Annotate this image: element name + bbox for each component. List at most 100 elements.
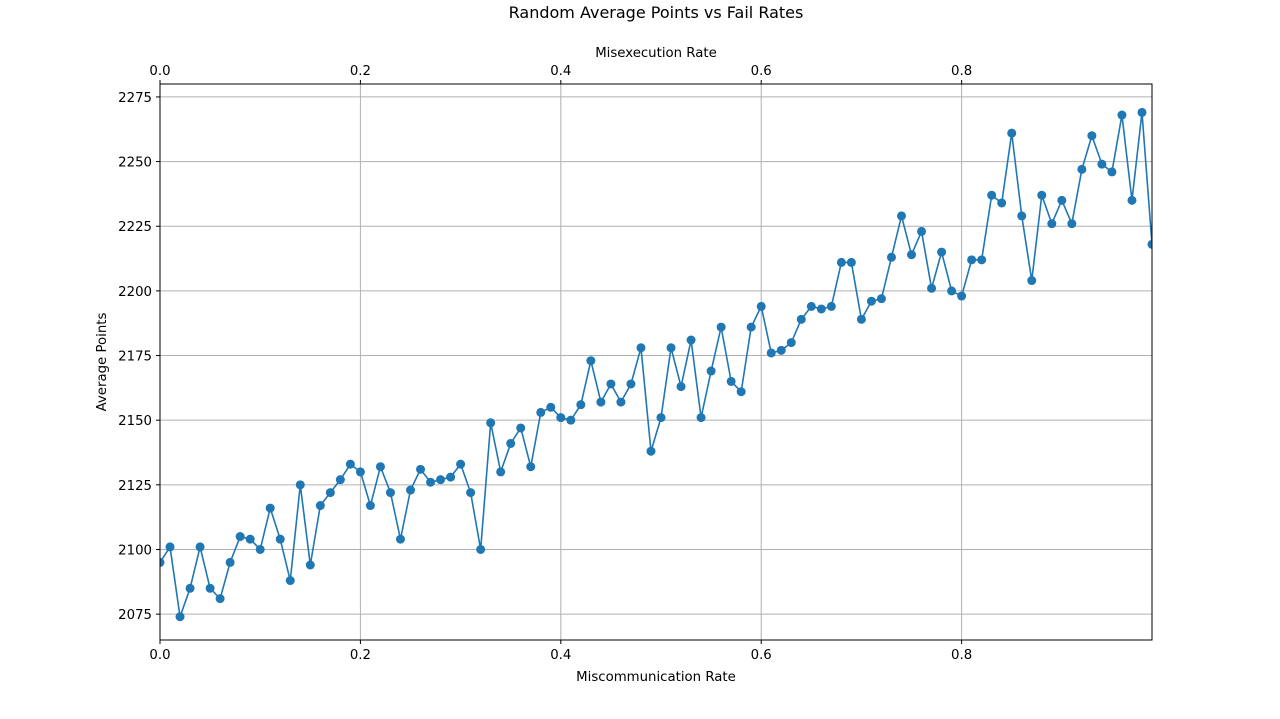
data-point <box>706 366 716 376</box>
data-point <box>836 257 846 267</box>
data-point <box>796 314 806 324</box>
data-point <box>726 376 736 386</box>
data-point <box>275 534 285 544</box>
x-axis-title: Miscommunication Rate <box>576 670 736 685</box>
data-point <box>917 226 927 236</box>
data-point <box>856 314 866 324</box>
data-point <box>1097 159 1107 169</box>
x2-tick-label: 0.8 <box>951 64 972 79</box>
y-tick-label: 2075 <box>118 608 152 623</box>
x2-tick-label: 0.2 <box>350 64 371 79</box>
data-point <box>205 583 215 593</box>
y-tick-label: 2200 <box>118 285 152 300</box>
data-point <box>285 576 295 586</box>
data-point <box>195 542 205 552</box>
x-tick-label: 0.6 <box>751 648 772 663</box>
chart-title: Random Average Points vs Fail Rates <box>509 3 804 22</box>
x2-tick-label: 0.0 <box>149 64 170 79</box>
y-axis-title: Average Points <box>95 313 110 412</box>
x2-axis-title: Misexecution Rate <box>595 46 717 61</box>
data-point <box>496 467 506 477</box>
data-point <box>456 459 466 469</box>
y-tick-label: 2250 <box>118 156 152 171</box>
data-point <box>355 467 365 477</box>
data-point <box>165 542 175 552</box>
data-point <box>967 255 977 265</box>
data-point <box>1127 195 1137 205</box>
data-point <box>406 485 416 495</box>
data-point <box>1017 211 1027 221</box>
data-point <box>846 257 856 267</box>
data-point <box>937 247 947 257</box>
data-point <box>676 382 686 392</box>
data-point <box>606 379 616 389</box>
data-point <box>215 594 225 604</box>
data-point <box>476 544 486 554</box>
data-point <box>766 348 776 358</box>
data-point <box>526 462 536 472</box>
data-point <box>375 462 385 472</box>
data-point <box>1057 195 1067 205</box>
x-tick-label: 0.2 <box>350 648 371 663</box>
axes: 0.0 0.2 0.4 0.6 0.8 0.0 0.2 0.4 0.6 0.8 2075 2100 21… <box>118 64 972 663</box>
data-point <box>1117 110 1127 120</box>
data-point <box>436 475 446 485</box>
data-point <box>736 387 746 397</box>
x2-tick-label: 0.4 <box>550 64 571 79</box>
data-point <box>416 464 426 474</box>
data-point <box>1077 164 1087 174</box>
data-point <box>786 338 796 348</box>
data-point <box>636 343 646 353</box>
data-point <box>1007 128 1017 138</box>
data-point <box>1037 190 1047 200</box>
data-point <box>616 397 626 407</box>
data-point <box>315 501 325 511</box>
data-point <box>866 296 876 306</box>
data-point <box>160 557 165 567</box>
y-tick-label: 2125 <box>118 479 152 494</box>
data-point <box>666 343 676 353</box>
data-point <box>225 557 235 567</box>
x-tick-label: 0.8 <box>951 648 972 663</box>
data-point <box>516 423 526 433</box>
data-point <box>626 379 636 389</box>
x2-tick-label: 0.6 <box>751 64 772 79</box>
data-point <box>325 488 335 498</box>
data-point <box>345 459 355 469</box>
data-point <box>907 250 917 260</box>
data-point <box>776 345 786 355</box>
data-point <box>896 211 906 221</box>
data-point <box>927 283 937 293</box>
data-point <box>716 322 726 332</box>
data-point <box>696 413 706 423</box>
data-point <box>556 413 566 423</box>
data-point <box>1027 276 1037 286</box>
y-tick-label: 2150 <box>118 414 152 429</box>
data-point <box>1147 239 1152 249</box>
data-point <box>185 583 195 593</box>
data-point <box>646 446 656 456</box>
plot-frame <box>159 83 1153 641</box>
data-point <box>586 356 596 366</box>
data-point <box>1087 131 1097 141</box>
data-point <box>596 397 606 407</box>
data-point <box>536 407 546 417</box>
data-point <box>576 400 586 410</box>
y-tick-label: 2175 <box>118 350 152 365</box>
series-layer <box>160 107 1152 622</box>
data-point <box>756 301 766 311</box>
y-tick-label: 2100 <box>118 543 152 558</box>
data-point <box>506 438 516 448</box>
data-point <box>977 255 987 265</box>
data-point <box>997 198 1007 208</box>
y-tick-label: 2225 <box>118 220 152 235</box>
data-point <box>265 503 275 513</box>
data-point <box>1137 107 1147 117</box>
data-point <box>957 291 967 301</box>
data-point <box>235 532 245 542</box>
series-line <box>160 111 1152 618</box>
data-point <box>486 418 496 428</box>
data-point <box>987 190 997 200</box>
data-point <box>826 301 836 311</box>
